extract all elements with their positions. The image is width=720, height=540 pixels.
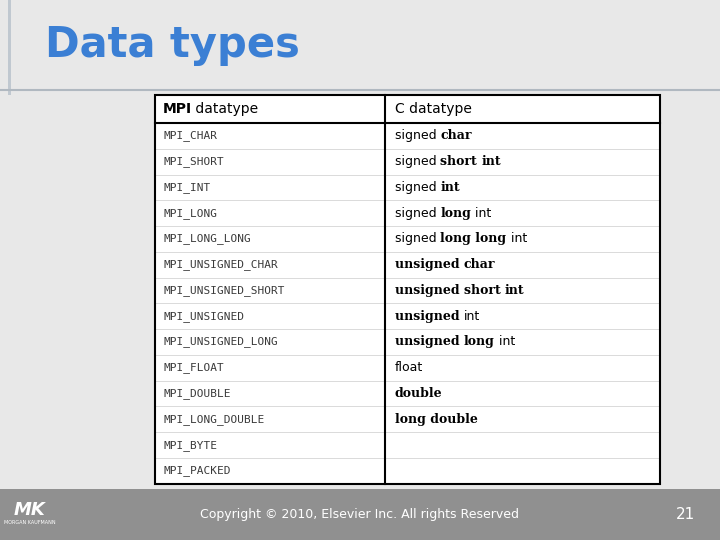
Text: int: int (464, 310, 480, 323)
Text: int: int (441, 181, 460, 194)
Text: unsigned: unsigned (395, 258, 464, 271)
Text: unsigned: unsigned (395, 310, 464, 323)
Text: MPI_UNSIGNED: MPI_UNSIGNED (163, 311, 244, 322)
Text: double: double (395, 387, 442, 400)
Text: MORGAN KAUFMANN: MORGAN KAUFMANN (4, 520, 56, 525)
Text: unsigned: unsigned (395, 284, 464, 297)
Text: MPI_DOUBLE: MPI_DOUBLE (163, 388, 230, 399)
Text: long long: long long (441, 232, 507, 246)
Text: short: short (441, 155, 482, 168)
Text: C datatype: C datatype (395, 102, 472, 116)
Text: signed: signed (395, 181, 441, 194)
Text: MPI_CHAR: MPI_CHAR (163, 131, 217, 141)
Text: signed: signed (395, 130, 441, 143)
Text: int: int (507, 232, 527, 246)
Text: long double: long double (395, 413, 477, 426)
Text: long: long (464, 335, 495, 348)
Text: MK: MK (14, 501, 46, 519)
Text: int: int (495, 335, 515, 348)
Text: MPI_UNSIGNED_CHAR: MPI_UNSIGNED_CHAR (163, 259, 278, 270)
Text: int: int (472, 207, 492, 220)
Text: MPI_UNSIGNED_SHORT: MPI_UNSIGNED_SHORT (163, 285, 284, 296)
Text: signed: signed (395, 155, 441, 168)
Text: Data types: Data types (45, 24, 300, 66)
Text: datatype: datatype (191, 102, 258, 116)
Text: long: long (441, 207, 472, 220)
Text: MPI_FLOAT: MPI_FLOAT (163, 362, 224, 373)
Bar (155, 95, 660, 484)
Text: float: float (395, 361, 423, 374)
Text: MPI_LONG_LONG: MPI_LONG_LONG (163, 233, 251, 245)
Text: char: char (464, 258, 495, 271)
Text: short: short (464, 284, 505, 297)
Text: MPI_BYTE: MPI_BYTE (163, 440, 217, 450)
Text: unsigned: unsigned (395, 335, 464, 348)
Bar (0, 489, 720, 540)
Text: MPI_UNSIGNED_LONG: MPI_UNSIGNED_LONG (163, 336, 278, 347)
Text: Copyright © 2010, Elsevier Inc. All rights Reserved: Copyright © 2010, Elsevier Inc. All righ… (200, 508, 520, 521)
Text: int: int (482, 155, 501, 168)
Text: MPI_PACKED: MPI_PACKED (163, 465, 230, 476)
Text: MPI_LONG: MPI_LONG (163, 208, 217, 219)
Text: 21: 21 (676, 507, 695, 522)
Text: char: char (441, 130, 472, 143)
Text: MPI_LONG_DOUBLE: MPI_LONG_DOUBLE (163, 414, 264, 425)
Text: signed: signed (395, 232, 441, 246)
Text: MPI_INT: MPI_INT (163, 182, 210, 193)
Text: MPI_SHORT: MPI_SHORT (163, 156, 224, 167)
Bar (155, 95, 660, 484)
Text: signed: signed (395, 207, 441, 220)
Text: int: int (505, 284, 525, 297)
Bar (8, 0, 11, 95)
Text: MPI: MPI (163, 102, 192, 116)
